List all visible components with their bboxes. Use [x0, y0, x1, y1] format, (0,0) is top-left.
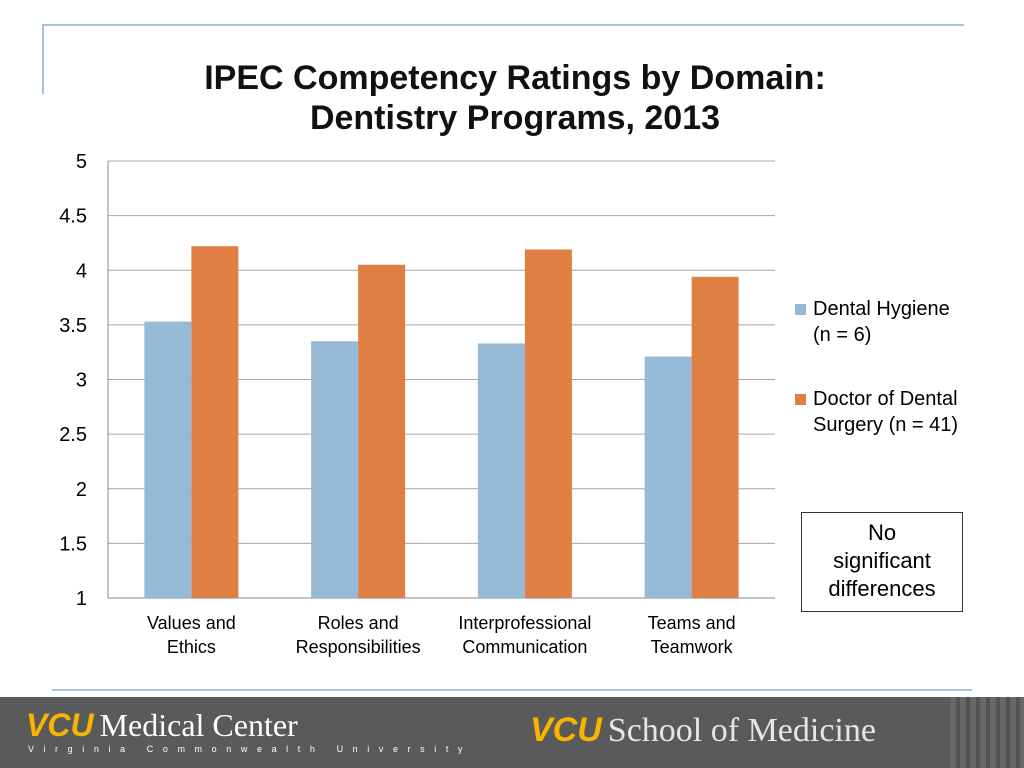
- bar-chart: 1 1.5 2 2.5 3 3.5 4 4.5 5 Values and Ethics Roles a…: [59, 151, 775, 657]
- y-tick-label: 3: [76, 370, 87, 392]
- bar-dental-hygiene: [644, 356, 692, 598]
- logo-text: Medical Center: [99, 707, 298, 743]
- y-tick-label: 1.5: [59, 533, 87, 555]
- column-pillar-decoration: [950, 697, 1024, 768]
- logo-subtitle: Virginia Commonwealth University: [28, 744, 473, 754]
- x-tick-label: Responsibilities: [296, 637, 421, 657]
- legend-swatch-doctor-of-dental-surgery: [795, 394, 806, 405]
- bar-dental-hygiene: [144, 321, 192, 598]
- y-tick-label: 4: [76, 260, 87, 282]
- legend-swatch-dental-hygiene: [795, 304, 806, 315]
- y-tick-label: 3.5: [59, 315, 87, 337]
- annotation-line: significant: [833, 548, 931, 573]
- chart-title: IPEC Competency Ratings by Domain: Denti…: [100, 58, 930, 138]
- x-tick-label: Interprofessional: [458, 613, 591, 633]
- y-tick-label: 2.5: [59, 424, 87, 446]
- x-tick-label: Ethics: [167, 637, 216, 657]
- bar-dental-hygiene: [477, 343, 525, 598]
- x-tick-label: Teams and: [648, 613, 736, 633]
- bar-doctor-of-dental-surgery: [191, 246, 239, 598]
- y-tick-label: 5: [76, 151, 87, 173]
- vcu-medical-center-logo: VCU Medical Center: [26, 707, 298, 744]
- logo-brand: VCU: [26, 707, 94, 743]
- logo-text: School of Medicine: [607, 712, 876, 749]
- bar-doctor-of-dental-surgery: [358, 264, 406, 598]
- chart-title-line-1: IPEC Competency Ratings by Domain:: [204, 59, 826, 97]
- legend: Dental Hygiene (n = 6) Doctor of Dental …: [795, 296, 1015, 476]
- annotation-line: differences: [828, 576, 936, 601]
- y-tick-label: 4.5: [59, 206, 87, 228]
- x-tick-label: Teamwork: [651, 637, 734, 657]
- frame-top-line: [44, 24, 964, 26]
- frame-left-line: [42, 24, 44, 94]
- footer-bar: VCU Medical Center Virginia Commonwealth …: [0, 697, 1024, 768]
- bar-doctor-of-dental-surgery: [691, 276, 739, 598]
- annotation-box: No significant differences: [801, 512, 963, 612]
- legend-label-line: (n = 6): [813, 324, 872, 346]
- annotation-line: No: [867, 520, 897, 545]
- chart-title-line-2: Dentistry Programs, 2013: [309, 99, 721, 137]
- legend-label-line: Dental Hygiene: [813, 298, 950, 320]
- legend-label-line: Surgery (n = 41): [813, 414, 959, 436]
- legend-item-dental-hygiene: Dental Hygiene (n = 6): [795, 296, 1015, 348]
- frame-bottom-line: [52, 689, 972, 691]
- x-tick-label: Communication: [462, 637, 587, 657]
- legend-item-doctor-of-dental-surgery: Doctor of Dental Surgery (n = 41): [795, 386, 1015, 438]
- vcu-school-of-medicine-logo: VCU School of Medicine: [530, 711, 876, 750]
- bar-dental-hygiene: [311, 341, 359, 598]
- x-tick-label: Roles and: [318, 613, 399, 633]
- bar-doctor-of-dental-surgery: [524, 249, 572, 598]
- y-tick-label: 2: [76, 479, 87, 501]
- y-tick-label: 1: [76, 588, 87, 610]
- x-tick-label: Values and: [147, 613, 236, 633]
- legend-label-line: Doctor of Dental: [813, 388, 958, 410]
- logo-brand: VCU: [530, 711, 602, 749]
